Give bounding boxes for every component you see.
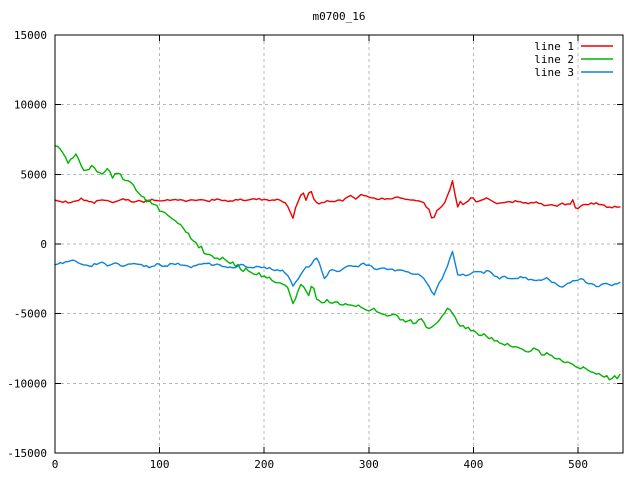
y-tick-label-5000: 5000 bbox=[21, 168, 48, 181]
x-tick-label-500: 500 bbox=[568, 458, 588, 471]
x-tick-label-400: 400 bbox=[463, 458, 483, 471]
x-axis-tick-labels: 0 100 200 300 400 500 bbox=[52, 458, 588, 471]
y-tick-label-15000: 15000 bbox=[14, 29, 47, 42]
y-tick-label--5000: -5000 bbox=[14, 308, 47, 321]
legend-item-3: line 3 bbox=[534, 66, 613, 79]
legend-label-2: line 2 bbox=[534, 53, 574, 66]
y-axis-tick-labels: 15000 10000 5000 0 -5000 -10000 -15000 bbox=[7, 29, 47, 460]
legend-item-1: line 1 bbox=[534, 40, 613, 53]
y-tick-label--15000: -15000 bbox=[7, 447, 47, 460]
y-tick-label-10000: 10000 bbox=[14, 99, 47, 112]
y-tick-label-0: 0 bbox=[40, 238, 47, 251]
gridlines bbox=[55, 35, 623, 453]
x-tick-label-100: 100 bbox=[150, 458, 170, 471]
x-tick-label-300: 300 bbox=[359, 458, 379, 471]
x-tick-label-200: 200 bbox=[254, 458, 274, 471]
x-tick-label-0: 0 bbox=[52, 458, 59, 471]
legend-item-2: line 2 bbox=[534, 53, 613, 66]
series-line-2 bbox=[54, 145, 621, 381]
chart-title: m0700_16 bbox=[313, 10, 366, 23]
y-tick-label--10000: -10000 bbox=[7, 377, 47, 390]
series-line-3 bbox=[54, 250, 621, 296]
series-lines bbox=[54, 145, 621, 381]
tick-marks bbox=[54, 34, 623, 454]
series-line-1 bbox=[54, 180, 621, 219]
legend-label-3: line 3 bbox=[534, 66, 574, 79]
legend-label-1: line 1 bbox=[534, 40, 574, 53]
